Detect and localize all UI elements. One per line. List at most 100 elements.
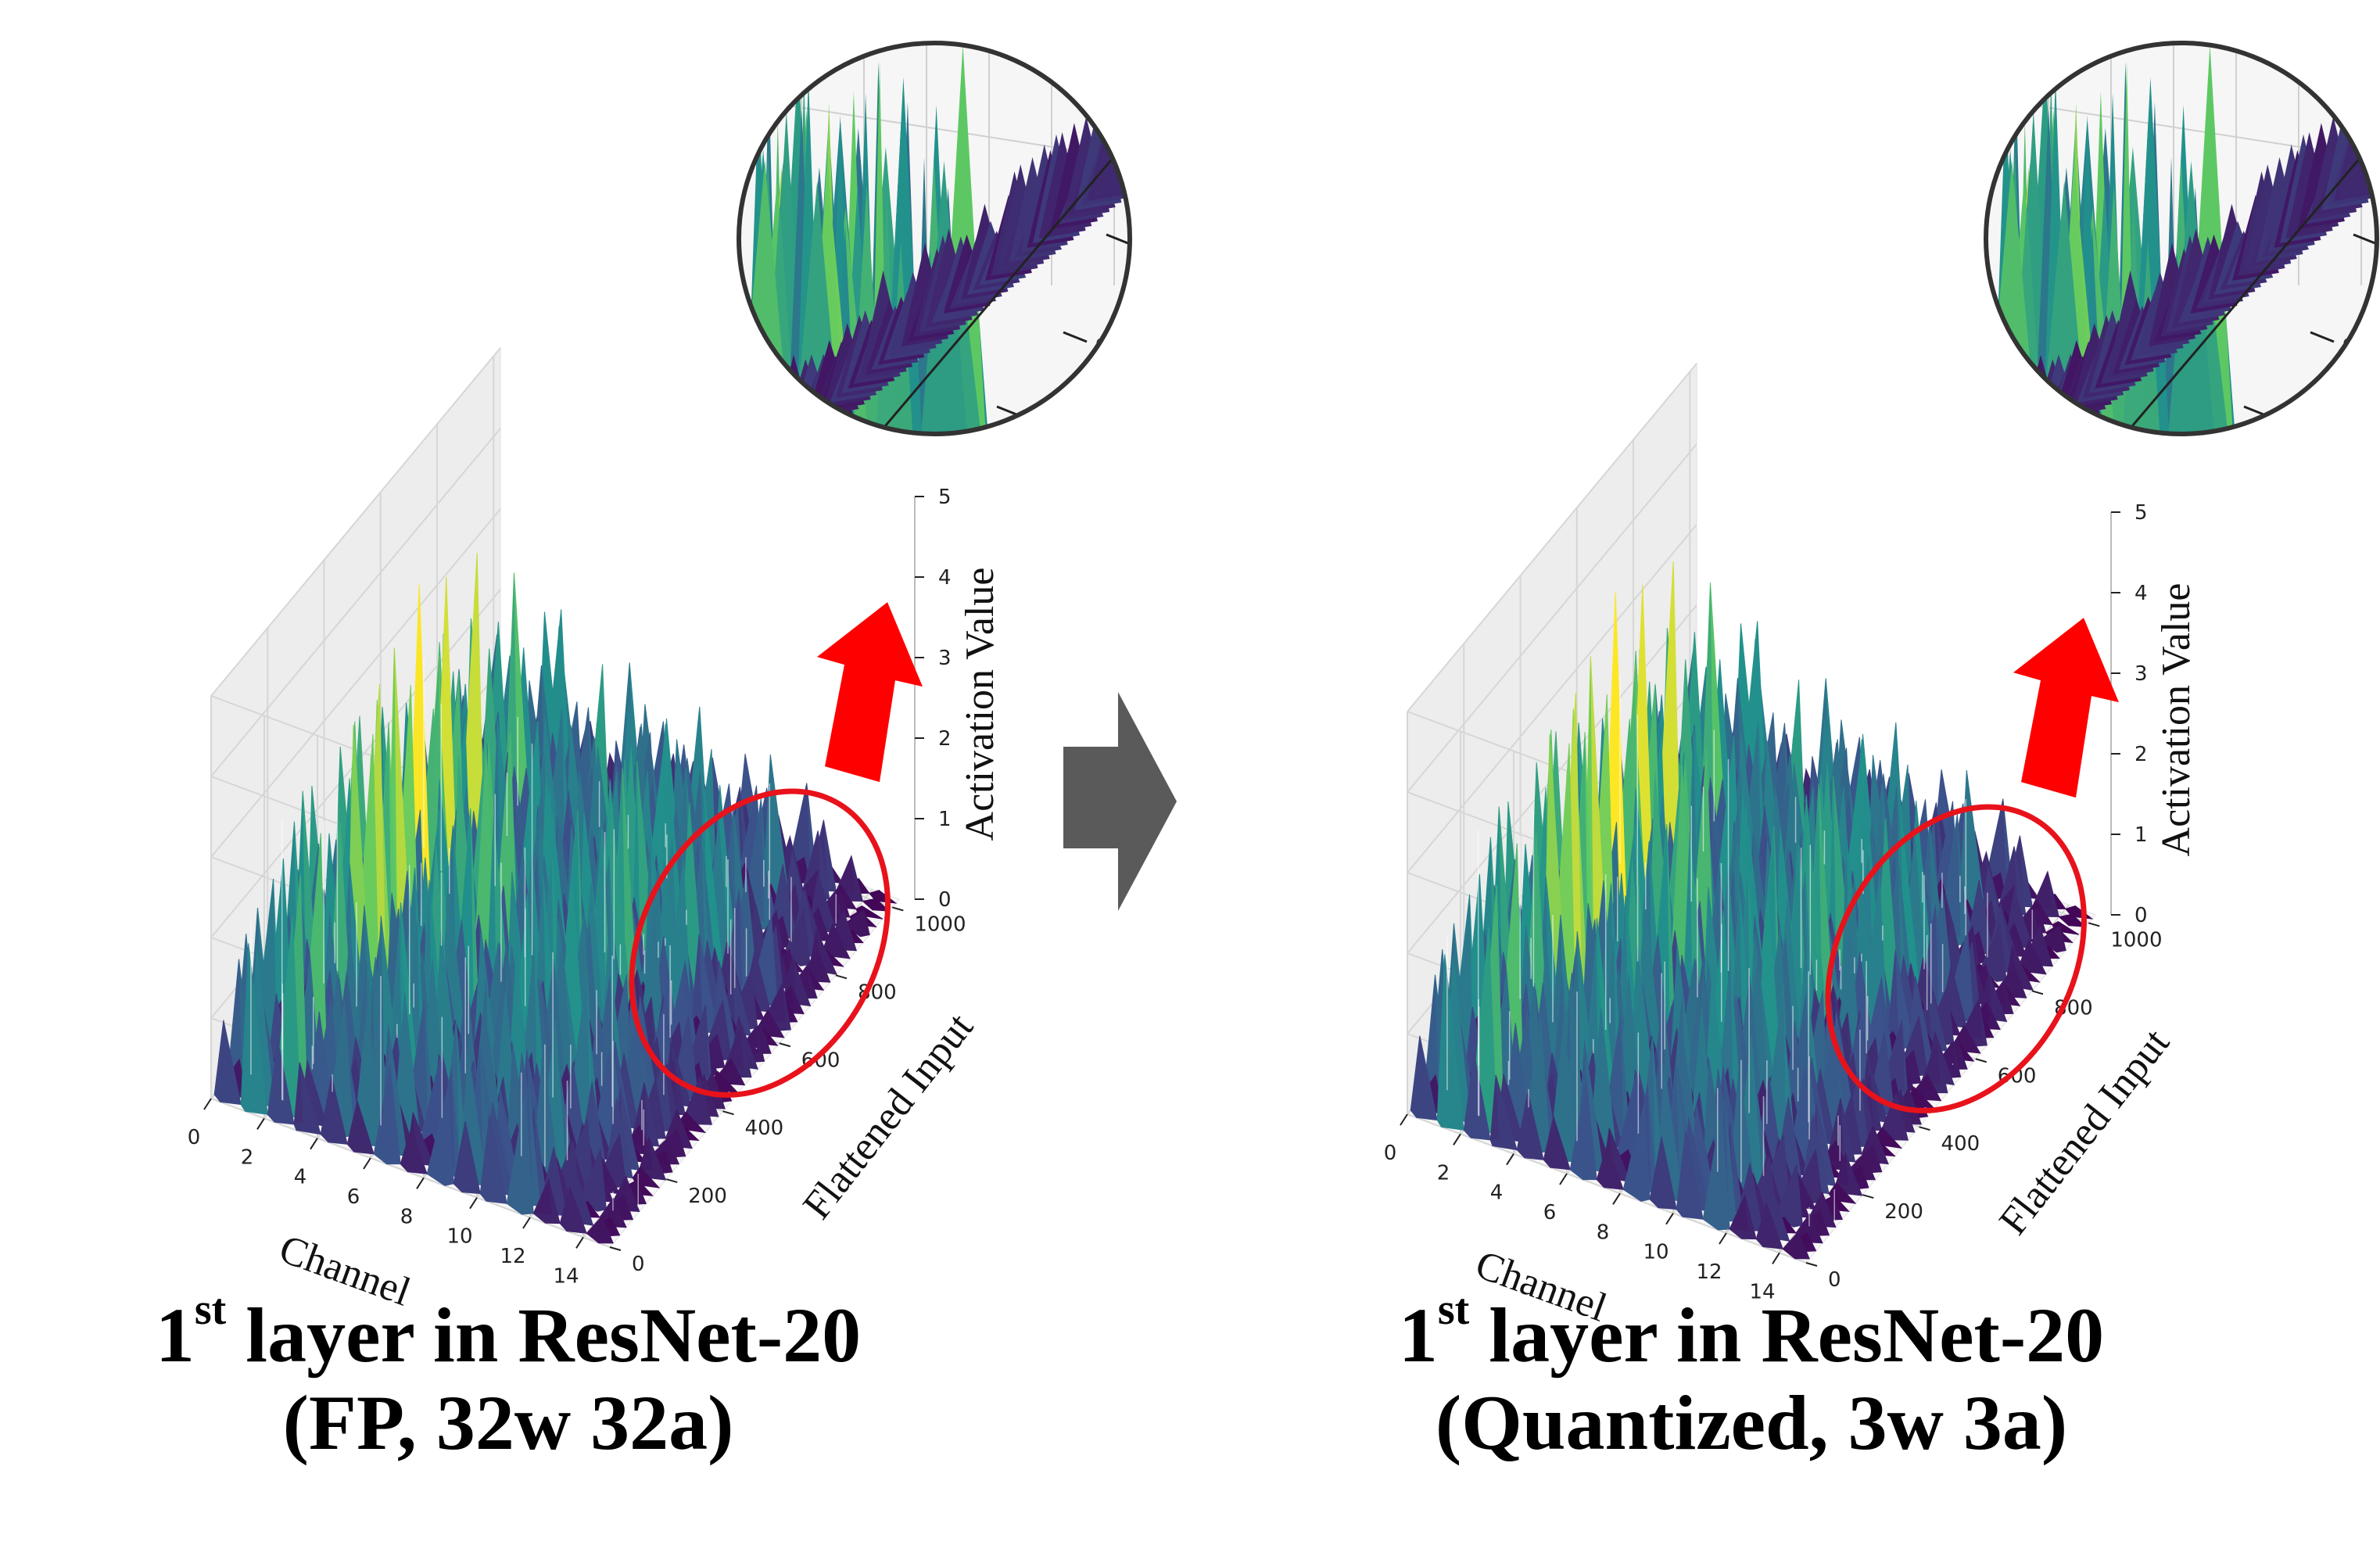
x-tick-mark xyxy=(1612,1192,1621,1205)
z-tick-label: 2 xyxy=(938,727,952,751)
y-tick-mark xyxy=(835,974,848,980)
inset-tick-mark xyxy=(1063,331,1088,343)
surface-facet xyxy=(691,934,703,1024)
grid-line xyxy=(1407,363,1697,712)
y-tick-label: 0 xyxy=(1828,1268,1841,1292)
grid-line xyxy=(210,508,501,858)
x-tick-label: 14 xyxy=(1749,1280,1775,1303)
inset-border xyxy=(1984,41,2379,436)
x-tick-label: 12 xyxy=(1696,1260,1722,1284)
x-tick-label: 2 xyxy=(1437,1161,1450,1185)
x-tick-mark xyxy=(1559,1173,1568,1185)
z-tick-label: 4 xyxy=(2134,582,2148,605)
transition-arrow xyxy=(1063,692,1177,911)
x-tick-mark xyxy=(203,1098,212,1110)
inset-tick-mark xyxy=(1106,233,1130,246)
surface-facet xyxy=(724,1025,744,1070)
y-tick-mark xyxy=(722,1110,734,1116)
y-tick-mark xyxy=(1975,1058,1988,1063)
grid-line xyxy=(210,1098,611,1248)
inset-axis-line xyxy=(870,128,1130,434)
x-tick-label: 12 xyxy=(500,1245,525,1268)
y-axis-label: Flattened Input xyxy=(1991,1020,2178,1243)
y-tick-label: 400 xyxy=(1941,1132,1980,1156)
x-tick-mark xyxy=(416,1177,425,1189)
z-tick-label: 2 xyxy=(2134,743,2148,766)
x-tick-label: 10 xyxy=(1643,1241,1669,1264)
x-tick-label: 10 xyxy=(446,1225,472,1249)
red-up-arrow xyxy=(2013,618,2119,798)
surface-facet xyxy=(2059,914,2076,918)
z-tick-label: 3 xyxy=(2134,662,2148,686)
surface-facet xyxy=(1424,974,1439,1095)
y-tick-mark xyxy=(1805,1262,1818,1267)
inset-tick-label: 600 xyxy=(1028,409,1073,436)
surface-facet xyxy=(1980,972,1992,1012)
surface-facet xyxy=(1920,1041,1941,1085)
grid-line xyxy=(1407,524,1697,873)
right-caption-line1: 1st layer in ResNet-20 xyxy=(1398,1285,2105,1379)
inset-border xyxy=(737,41,1132,436)
right-caption-line2: (Quantized, 3w 3a) xyxy=(1435,1379,2068,1466)
y-tick-label: 0 xyxy=(632,1253,645,1276)
x-tick-mark xyxy=(256,1117,265,1130)
surface-facet xyxy=(2032,871,2052,909)
x-tick-label: 4 xyxy=(1490,1181,1504,1205)
inset-tick-label: 1000 xyxy=(1138,237,1197,264)
y-tick-mark xyxy=(2031,990,2044,995)
highlight-ellipse xyxy=(629,788,891,1098)
surface-facet xyxy=(836,855,855,893)
y-tick-label: 1000 xyxy=(2110,928,2162,952)
surface-facet xyxy=(1985,798,2006,882)
z-axis-label: Activation Value xyxy=(958,568,1002,841)
x-tick-label: 8 xyxy=(400,1205,414,1228)
surface-facet xyxy=(1887,949,1899,1040)
surface-facet xyxy=(1914,1074,1931,1092)
inset-tick-mark xyxy=(2310,331,2335,343)
x-tick-label: 0 xyxy=(1384,1142,1397,1165)
grid-line xyxy=(210,428,501,777)
y-tick-label: 200 xyxy=(1884,1200,1923,1224)
surface xyxy=(1410,561,2094,1260)
x-tick-mark xyxy=(1400,1113,1408,1126)
x-tick-label: 0 xyxy=(188,1126,201,1149)
surface-facet xyxy=(2052,921,2062,925)
surface-facet xyxy=(856,905,866,909)
z-axis-label: Activation Value xyxy=(2154,583,2199,857)
y-axis-label: Flattened Input xyxy=(794,1005,982,1228)
x-tick-mark xyxy=(1772,1252,1780,1264)
surface-facet xyxy=(1729,1195,1748,1232)
surface xyxy=(213,553,898,1244)
y-tick-label: 400 xyxy=(745,1117,784,1140)
surface-facet xyxy=(718,1059,735,1077)
surface-facet xyxy=(639,1137,653,1171)
y-tick-mark xyxy=(609,1246,622,1251)
surface-facet xyxy=(2065,905,2079,909)
red-up-arrow xyxy=(817,602,923,783)
x-tick-mark xyxy=(1719,1232,1727,1245)
x-tick-mark xyxy=(1506,1153,1514,1166)
x-tick-label: 6 xyxy=(347,1185,360,1209)
x-tick-mark xyxy=(1665,1213,1674,1225)
z-tick-label: 4 xyxy=(938,566,952,590)
surface-facet xyxy=(869,890,883,894)
inset-tick-label: 600 xyxy=(2275,409,2320,436)
right-caption: 1st layer in ResNet-20 (Quantized, 3w 3a… xyxy=(1220,1285,2283,1467)
left-caption: 1st layer in ResNet-20 (FP, 32w 32a) xyxy=(23,1288,993,1467)
x-tick-label: 4 xyxy=(294,1166,307,1189)
grid-line xyxy=(210,347,501,697)
grid-line xyxy=(1407,1113,1807,1264)
inset-tick-mark xyxy=(2353,233,2377,246)
right-surface-plot: 0246810121402004006008001000012345Channe… xyxy=(1384,362,2199,1331)
grid-line xyxy=(1407,443,1697,793)
surface-facet xyxy=(586,1215,614,1244)
x-tick-mark xyxy=(522,1217,531,1229)
y-tick-mark xyxy=(1862,1194,1874,1199)
y-tick-mark xyxy=(2088,922,2100,927)
left-caption-line2: (FP, 32w 32a) xyxy=(282,1379,734,1466)
